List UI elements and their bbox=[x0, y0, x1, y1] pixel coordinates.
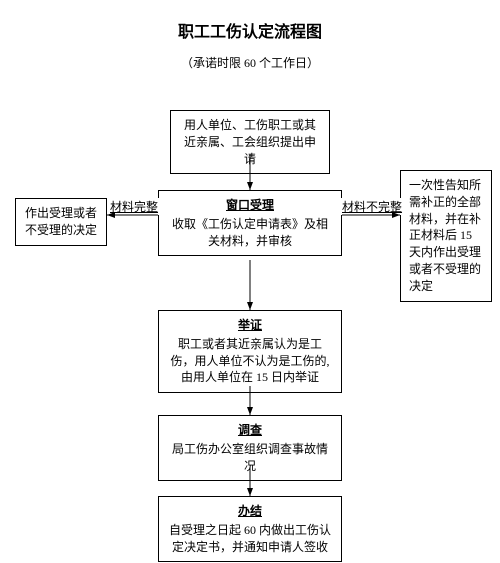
node-apply: 用人单位、工伤职工或其近亲属、工会组织提出申请 bbox=[170, 110, 330, 174]
node-accept-label: 收取《工伤认定申请表》及相关材料，并审核 bbox=[172, 217, 328, 248]
node-decision-left: 作出受理或者不受理的决定 bbox=[15, 198, 107, 246]
node-decision-right: 一次性告知所需补正的全部材料，并在补正材料后 15 天内作出受理或者不受理的决定 bbox=[400, 170, 492, 302]
node-evidence: 举证 职工或者其近亲属认为是工伤，用人单位不认为是工伤的,由用人单位在 15 日… bbox=[158, 310, 342, 393]
edge-label-incomplete: 材料不完整 bbox=[340, 198, 404, 215]
page-subtitle: （承诺时限 60 个工作日） bbox=[0, 54, 500, 71]
page-title: 职工工伤认定流程图 bbox=[0, 18, 500, 42]
node-decision-left-label: 作出受理或者不受理的决定 bbox=[25, 206, 97, 237]
node-evidence-title: 举证 bbox=[167, 317, 333, 334]
node-investigate-label: 局工伤办公室组织调查事故情况 bbox=[172, 442, 328, 473]
node-accept-title: 窗口受理 bbox=[167, 197, 333, 214]
node-investigate-title: 调查 bbox=[167, 422, 333, 439]
node-investigate: 调查 局工伤办公室组织调查事故情况 bbox=[158, 415, 342, 481]
node-evidence-label: 职工或者其近亲属认为是工伤，用人单位不认为是工伤的,由用人单位在 15 日内举证 bbox=[170, 337, 329, 385]
node-apply-label: 用人单位、工伤职工或其近亲属、工会组织提出申请 bbox=[184, 118, 316, 166]
node-accept: 窗口受理 收取《工伤认定申请表》及相关材料，并审核 bbox=[158, 190, 342, 256]
node-complete: 办结 自受理之日起 60 内做出工伤认定决定书，并通知申请人签收 bbox=[158, 496, 342, 562]
node-decision-right-label: 一次性告知所需补正的全部材料，并在补正材料后 15 天内作出受理或者不受理的决定 bbox=[409, 178, 481, 293]
node-complete-title: 办结 bbox=[167, 503, 333, 520]
edge-label-complete: 材料完整 bbox=[108, 198, 160, 215]
node-complete-label: 自受理之日起 60 内做出工伤认定决定书，并通知申请人签收 bbox=[169, 523, 331, 554]
